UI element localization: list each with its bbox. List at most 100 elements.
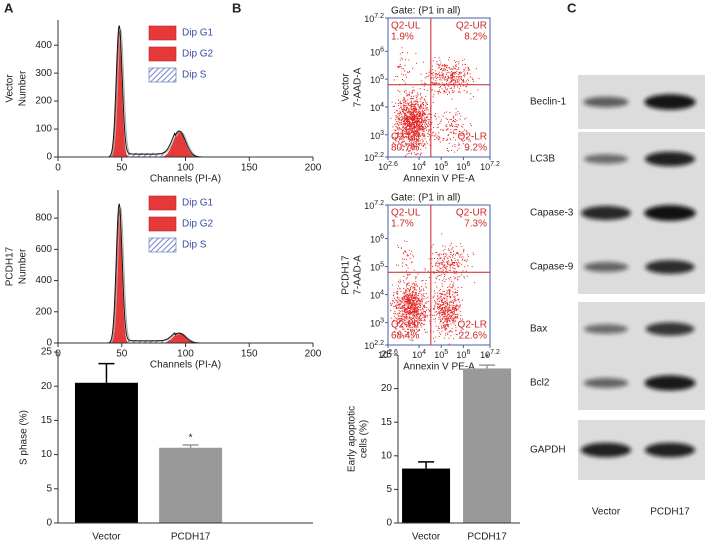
- event-dot: [457, 276, 459, 278]
- event-dot: [408, 129, 410, 131]
- event-dot: [455, 245, 457, 247]
- y-tick-label: 25: [381, 350, 393, 361]
- event-dot: [406, 310, 408, 312]
- event-dot: [410, 98, 411, 100]
- event-dot: [406, 303, 408, 305]
- event-dot: [453, 72, 455, 74]
- event-dot: [410, 337, 412, 339]
- event-dot: [460, 72, 462, 74]
- event-dot: [415, 283, 417, 285]
- event-dot: [422, 279, 424, 281]
- event-dot: [442, 73, 444, 75]
- event-dot: [421, 83, 423, 85]
- event-dot: [455, 273, 457, 275]
- event-dot: [407, 282, 409, 284]
- event-dot: [426, 132, 428, 134]
- event-dot: [423, 130, 425, 132]
- event-dot: [455, 317, 457, 319]
- event-dot: [416, 294, 418, 296]
- event-dot: [454, 291, 456, 293]
- event-dot: [423, 305, 424, 307]
- quadrant-percent: 22.6%: [459, 331, 487, 342]
- event-dot: [404, 82, 406, 84]
- event-dot: [448, 56, 450, 58]
- event-dot: [456, 292, 458, 294]
- event-dot: [391, 284, 393, 286]
- event-dot: [416, 99, 418, 100]
- event-dot: [414, 138, 415, 140]
- event-dot: [410, 137, 412, 139]
- tick-exponent: 2.2: [374, 340, 384, 347]
- event-dot: [414, 117, 415, 119]
- event-dot: [408, 116, 410, 118]
- event-dot: [444, 305, 446, 307]
- event-dot: [410, 319, 412, 321]
- event-dot: [439, 263, 440, 265]
- event-dot: [414, 152, 415, 154]
- event-dot: [458, 90, 460, 92]
- event-dot: [416, 307, 417, 309]
- event-dot: [412, 121, 413, 123]
- event-dot: [419, 114, 421, 116]
- event-dot: [446, 292, 448, 294]
- event-dot: [407, 297, 409, 299]
- event-dot: [460, 256, 462, 258]
- event-dot: [462, 64, 464, 66]
- event-dot: [453, 309, 455, 310]
- event-dot: [409, 114, 411, 116]
- event-dot: [457, 259, 459, 261]
- event-dot: [408, 125, 410, 127]
- event-dot: [467, 72, 469, 74]
- event-dot: [420, 125, 422, 127]
- event-dot: [451, 71, 453, 73]
- event-dot: [421, 144, 423, 146]
- event-dot: [445, 255, 447, 257]
- event-dot: [406, 241, 408, 242]
- event-dot: [403, 299, 405, 301]
- event-dot: [453, 129, 455, 131]
- event-dot: [419, 305, 421, 307]
- event-dot: [416, 131, 418, 133]
- event-dot: [415, 131, 417, 133]
- quadrant-name: Q2-LL: [391, 320, 419, 331]
- event-dot: [401, 133, 403, 135]
- event-dot: [457, 317, 459, 319]
- event-dot: [423, 116, 425, 118]
- event-dot: [414, 304, 416, 306]
- log-tick-label: 102.2: [364, 340, 384, 352]
- event-dot: [449, 331, 451, 333]
- event-dot: [409, 339, 411, 341]
- event-dot: [399, 53, 401, 55]
- event-dot: [439, 313, 441, 314]
- y-tick-label: 25: [41, 347, 53, 358]
- event-dot: [463, 72, 465, 74]
- event-dot: [434, 138, 436, 140]
- event-dot: [420, 312, 422, 314]
- event-dot: [409, 320, 411, 322]
- event-dot: [448, 324, 450, 326]
- event-dot: [440, 326, 442, 328]
- event-dot: [411, 313, 412, 315]
- event-dot: [410, 334, 412, 336]
- event-dot: [397, 135, 399, 136]
- event-dot: [398, 316, 400, 318]
- event-cloud: [389, 233, 476, 345]
- event-dot: [454, 305, 456, 307]
- event-dot: [444, 329, 446, 331]
- event-dot: [404, 64, 406, 66]
- event-dot: [417, 273, 419, 275]
- y-axis-label: cells (%): [359, 420, 370, 458]
- event-dot: [406, 255, 408, 257]
- event-dot: [405, 122, 407, 124]
- event-dot: [428, 129, 430, 131]
- event-dot: [435, 265, 437, 267]
- event-dot: [423, 99, 425, 101]
- event-dot: [449, 304, 451, 306]
- event-dot: [408, 136, 409, 137]
- event-dot: [434, 57, 436, 58]
- event-dot: [457, 73, 459, 75]
- event-dot: [411, 307, 413, 309]
- event-dot: [422, 294, 424, 296]
- y-tick-label: 15: [381, 417, 393, 428]
- event-dot: [435, 262, 437, 264]
